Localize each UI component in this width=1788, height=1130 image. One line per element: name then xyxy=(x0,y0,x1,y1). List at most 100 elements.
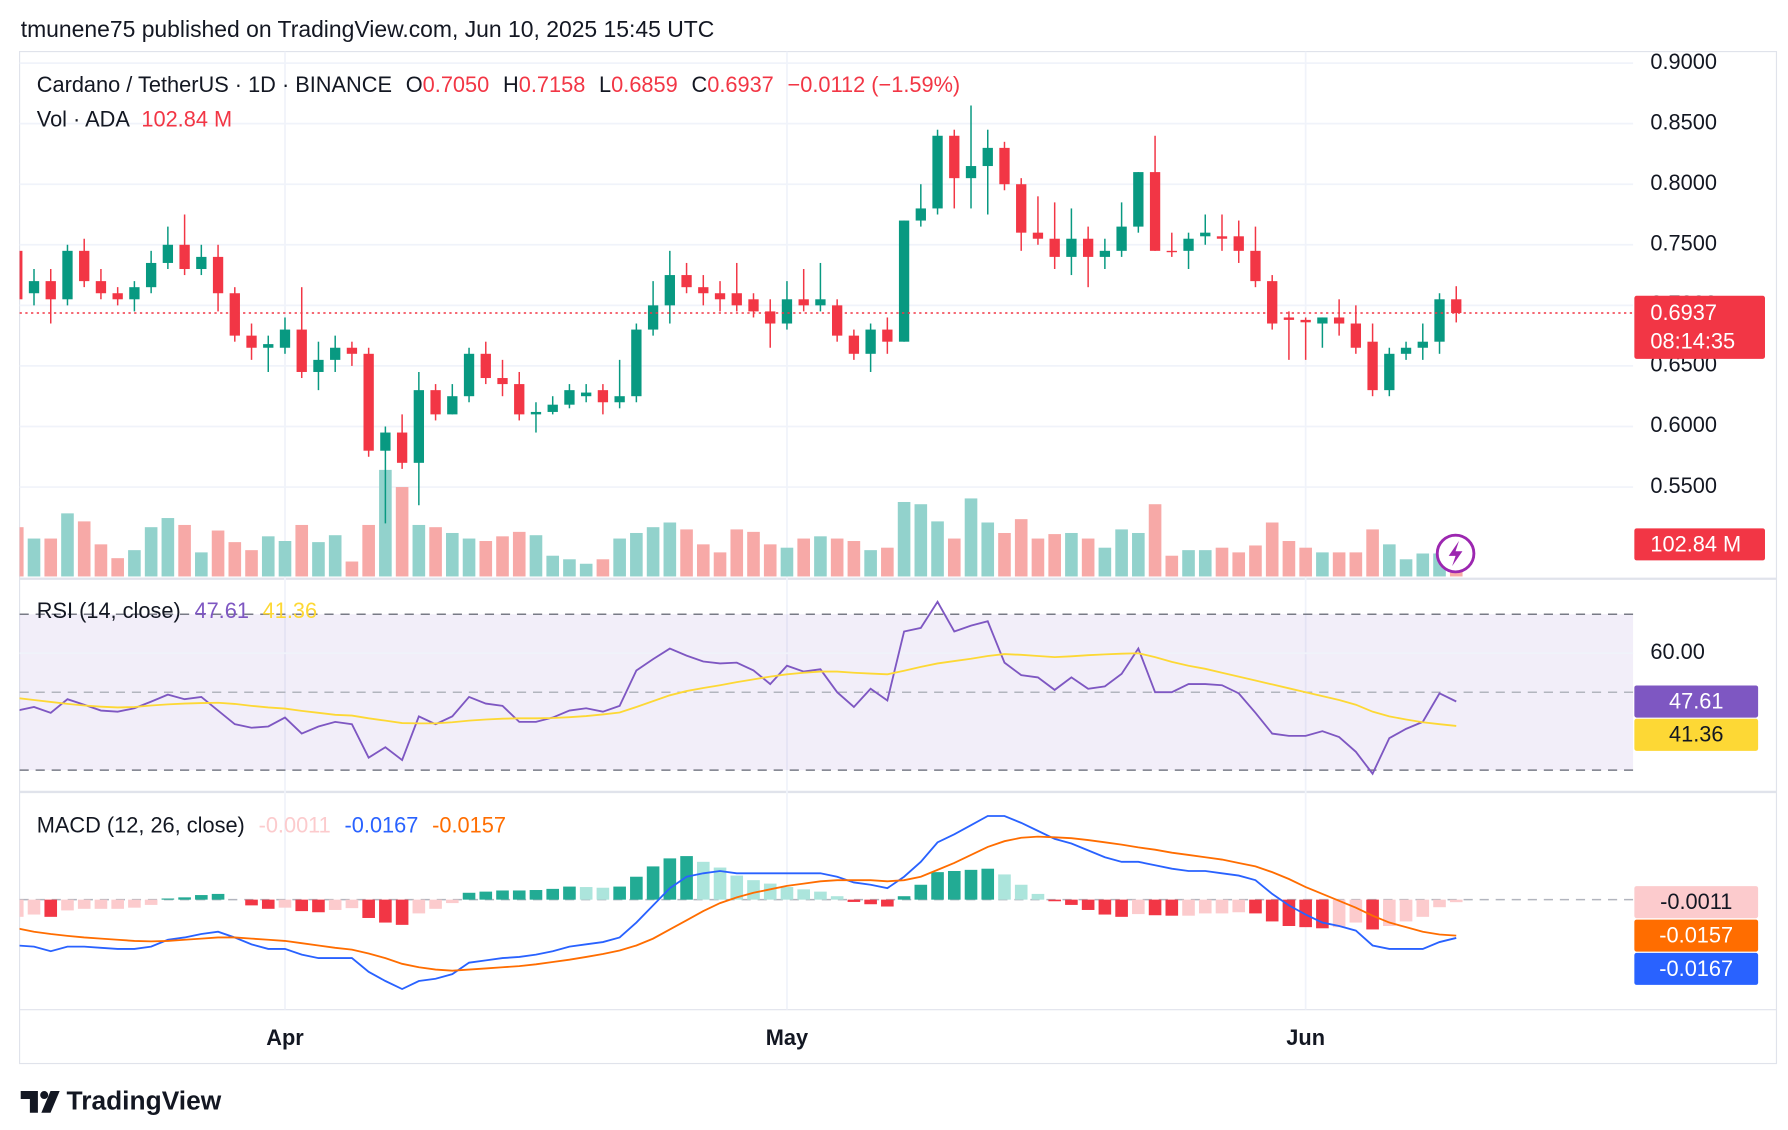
y-tick-label: 60.00 xyxy=(1650,639,1704,664)
volume-bar xyxy=(412,524,426,577)
histogram-bar xyxy=(1148,899,1162,916)
candle-body xyxy=(1200,232,1211,237)
histogram-bar xyxy=(1299,899,1312,928)
candle-body xyxy=(480,353,491,379)
volume-bar xyxy=(981,522,995,577)
value-tag-label: -0.0011 xyxy=(1660,889,1732,914)
value-tag-label: -0.0157 xyxy=(1659,923,1733,948)
y-tick-label: 0.5500 xyxy=(1650,473,1717,498)
footer-brand: TradingView xyxy=(67,1085,222,1115)
volume-bar xyxy=(1366,529,1379,577)
histogram-bar xyxy=(1014,884,1028,900)
value-tag xyxy=(1634,718,1759,751)
candle-body xyxy=(330,347,341,360)
candle-body xyxy=(1417,341,1428,348)
y-tick-label: 0.8500 xyxy=(1650,109,1717,134)
histogram-bar xyxy=(395,899,409,925)
candle-body xyxy=(1250,250,1261,282)
histogram-bar xyxy=(61,899,74,911)
candle-body xyxy=(1049,238,1060,257)
candle-body xyxy=(581,392,592,397)
volume-bar xyxy=(947,538,961,577)
volume-bar xyxy=(1399,559,1413,577)
candle-body xyxy=(1082,238,1094,257)
y-tick-label: 0.8000 xyxy=(1650,170,1717,195)
histogram-bar xyxy=(128,899,141,908)
volume-bar xyxy=(797,538,810,577)
publish-header: tmunene75 published on TradingView.com, … xyxy=(21,16,715,42)
volume-bar xyxy=(763,544,777,577)
indicator-legend: RSI (14, close) 47.61 41.36 xyxy=(37,598,317,623)
volume-bar xyxy=(864,550,877,577)
volume-bar xyxy=(27,538,41,577)
indicator-value: -0.0167 xyxy=(345,812,419,837)
histogram-bar xyxy=(563,886,576,900)
histogram-bar xyxy=(161,898,175,900)
histogram-bar xyxy=(462,892,476,900)
histogram-bar xyxy=(1065,899,1078,905)
x-tick-label: Apr xyxy=(266,1025,304,1050)
ohlc-value: 0.6937 xyxy=(707,72,774,97)
candle-body xyxy=(112,293,123,300)
volume-bar xyxy=(613,538,626,577)
countdown-label: 08:14:35 xyxy=(1650,329,1735,354)
candle-body xyxy=(413,390,425,463)
indicator-title: RSI (14, close) xyxy=(37,598,181,623)
histogram-bar xyxy=(696,861,710,900)
histogram-bar xyxy=(27,899,41,915)
volume-bar xyxy=(897,501,911,577)
volume-bar xyxy=(630,532,643,577)
volume-bar xyxy=(19,527,24,577)
histogram-bar xyxy=(1399,899,1413,922)
histogram-bar xyxy=(328,899,342,910)
candle-body xyxy=(1367,341,1378,391)
volume-bar xyxy=(345,561,359,577)
histogram-bar xyxy=(713,867,727,900)
histogram-bar xyxy=(546,888,560,900)
volume-bar xyxy=(178,524,191,577)
volume-bar xyxy=(1215,547,1229,577)
histogram-bar xyxy=(1332,899,1346,928)
ohlc-key: L xyxy=(599,72,611,97)
candle-body xyxy=(831,305,843,336)
histogram-bar xyxy=(847,899,861,902)
candle-body xyxy=(815,299,826,306)
volume-bar xyxy=(931,521,944,577)
indicator-line xyxy=(19,815,1457,991)
volume-bar xyxy=(579,563,593,577)
volume-bar xyxy=(128,550,141,577)
volume-bar xyxy=(830,538,844,577)
volume-name: Vol · ADA xyxy=(37,106,131,131)
volume-bar xyxy=(747,531,760,577)
volume-bar xyxy=(1098,547,1112,577)
histogram-bar xyxy=(245,899,258,906)
histogram-bar xyxy=(897,896,911,900)
histogram-bar xyxy=(195,895,208,900)
volume-bar xyxy=(1014,519,1028,577)
ohlc-key: H xyxy=(503,72,519,97)
candle-body xyxy=(1451,299,1462,313)
candle-body xyxy=(1216,236,1228,239)
histogram-bar xyxy=(797,889,810,900)
histogram-bar xyxy=(429,899,442,909)
candle-body xyxy=(597,390,609,403)
histogram-bar xyxy=(914,884,928,900)
ohlc-value: 0.7158 xyxy=(519,72,586,97)
candle-body xyxy=(1099,250,1111,257)
indicator-title: MACD (12, 26, close) xyxy=(37,812,245,837)
volume-bar xyxy=(429,527,442,577)
volume-bar xyxy=(161,518,175,577)
candle-body xyxy=(296,329,307,372)
candle-body xyxy=(932,135,943,209)
y-tick-label: 0.9000 xyxy=(1650,49,1717,74)
volume-legend: Vol · ADA 102.84 M xyxy=(37,106,232,131)
volume-bar xyxy=(713,552,727,577)
volume-bar xyxy=(496,536,509,577)
volume-bar xyxy=(1332,552,1346,577)
alert-icon[interactable] xyxy=(1435,533,1476,574)
ohlc-value: 0.6859 xyxy=(611,72,678,97)
volume-bar xyxy=(312,542,325,577)
histogram-bar xyxy=(529,890,543,900)
indicator-value: 47.61 xyxy=(194,598,248,623)
volume-bar xyxy=(245,550,258,577)
